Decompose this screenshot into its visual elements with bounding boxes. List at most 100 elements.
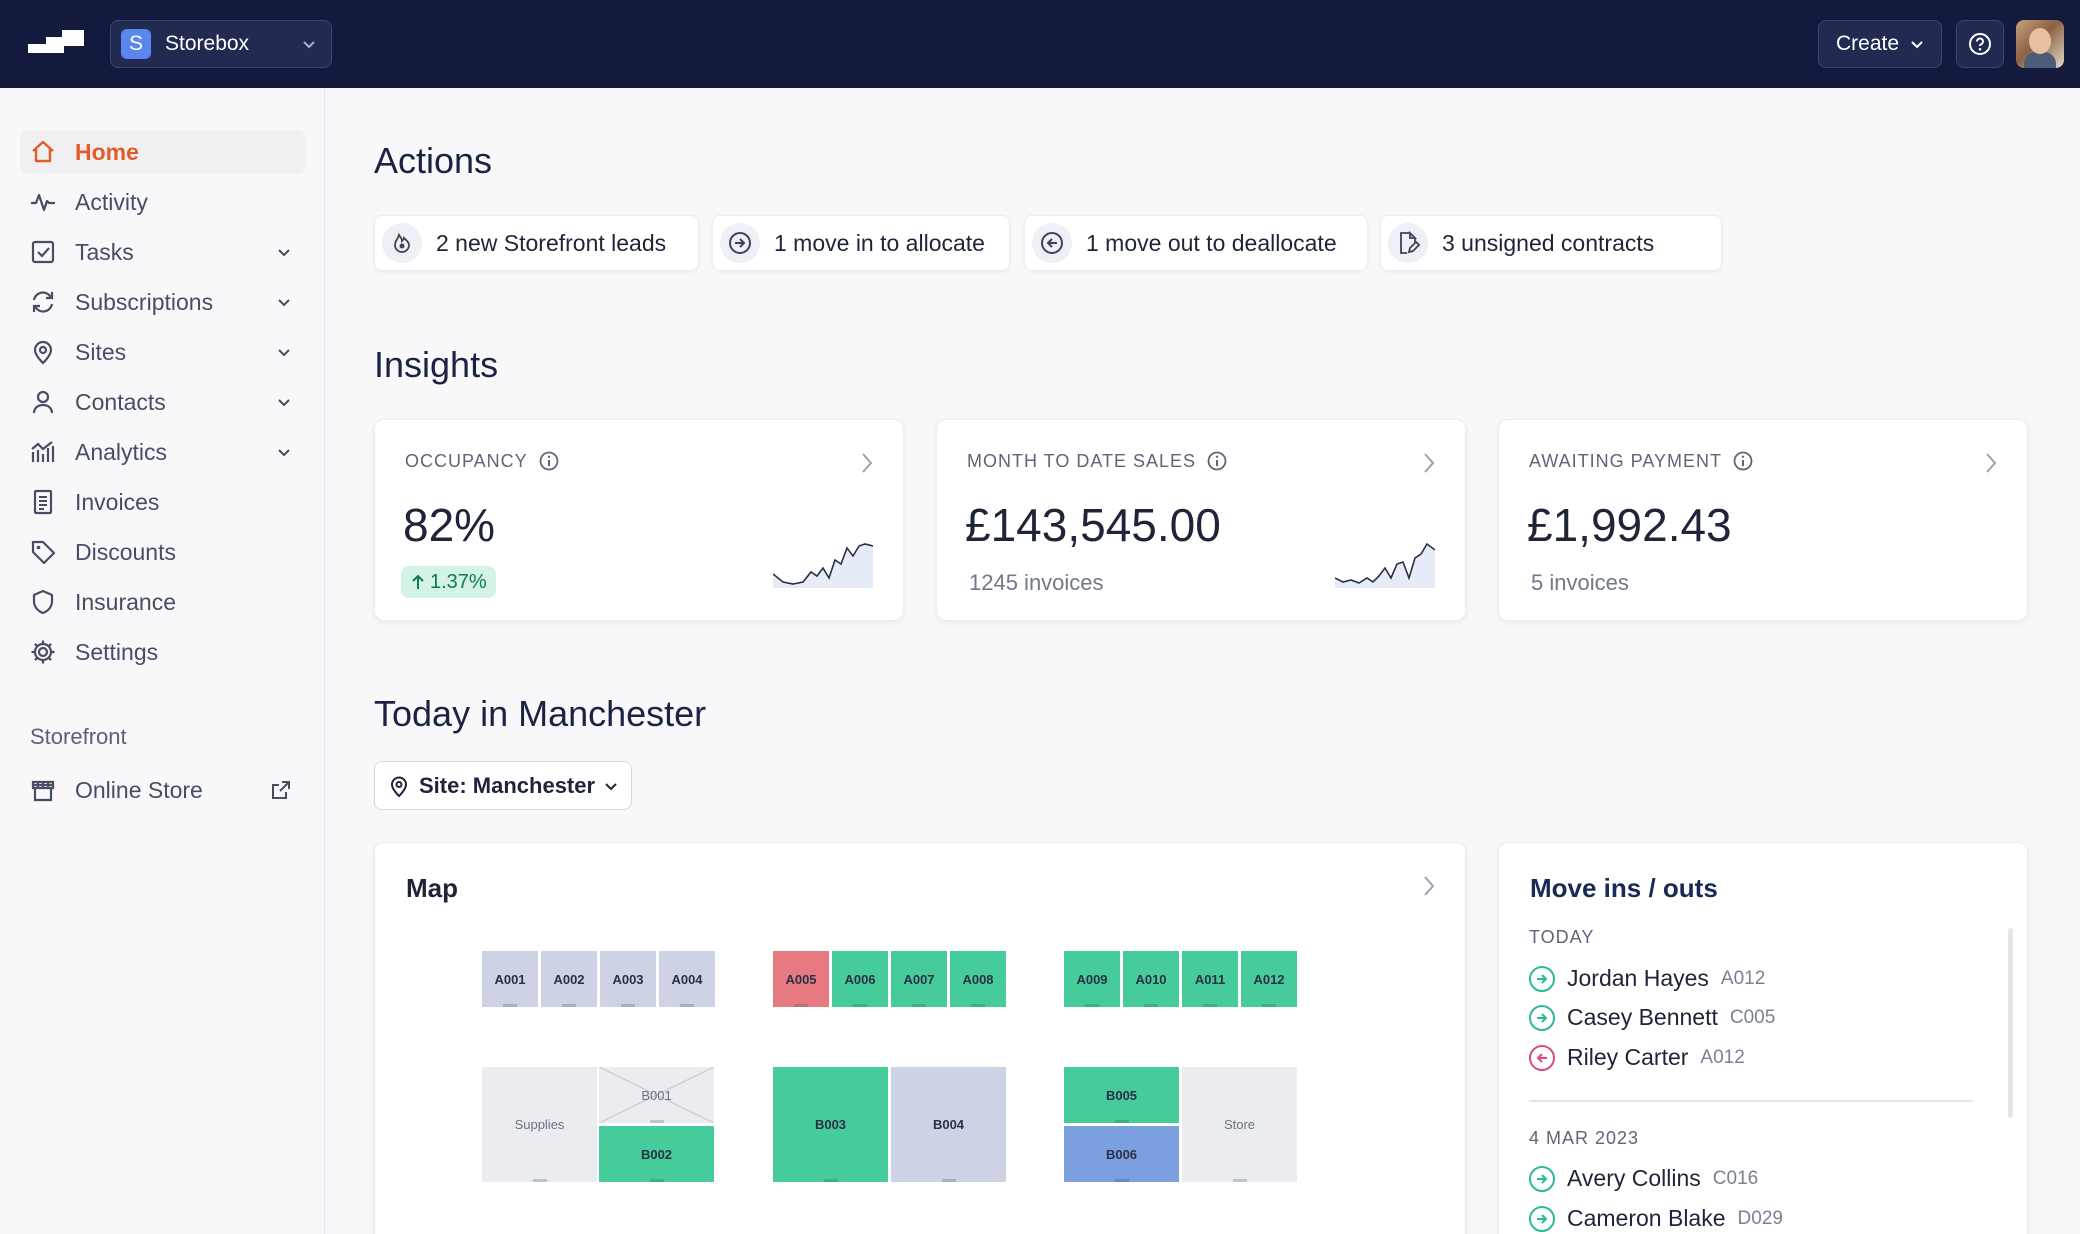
unit-B001[interactable]: B001: [599, 1067, 714, 1123]
occupancy-value: 82%: [403, 499, 496, 551]
sidebar-item-discounts[interactable]: Discounts: [20, 530, 306, 574]
action-chip-contracts[interactable]: 3 unsigned contracts: [1380, 215, 1722, 271]
occupancy-change-badge: 1.37%: [401, 566, 496, 598]
site-filter-label: Site: Manchester: [419, 772, 596, 798]
app-logo[interactable]: [28, 30, 84, 60]
move-name: Casey Bennett: [1567, 1004, 1718, 1030]
move-name: Avery Collins: [1567, 1165, 1701, 1191]
sidebar-item-analytics[interactable]: Analytics: [20, 430, 306, 474]
chevron-right-icon[interactable]: [1981, 450, 2001, 476]
info-icon[interactable]: [1206, 450, 1228, 472]
unit-label: B001: [641, 1087, 672, 1103]
chevron-down-icon: [278, 449, 290, 457]
sidebar-item-label: Sites: [75, 338, 127, 365]
move-in-icon: [1529, 1004, 1555, 1031]
awaiting-invoice-count: 5 invoices: [1531, 570, 1629, 595]
gear-icon: [28, 637, 58, 667]
sidebar-item-label: Contacts: [75, 388, 166, 415]
sales-invoice-count: 1245 invoices: [969, 570, 1104, 595]
move-name: Riley Carter: [1567, 1044, 1689, 1070]
info-icon[interactable]: [538, 450, 560, 472]
action-chip-leads[interactable]: 2 new Storefront leads: [374, 215, 699, 271]
unit-A006[interactable]: A006: [832, 951, 888, 1007]
move-row[interactable]: Casey Bennett C005: [1529, 1004, 1775, 1031]
chevron-right-icon[interactable]: [1419, 873, 1439, 899]
unit-A003[interactable]: A003: [600, 951, 656, 1007]
move-unit: C005: [1729, 1006, 1776, 1028]
scrollbar[interactable]: [2008, 928, 2013, 1118]
contract-sign-icon: [1388, 223, 1428, 263]
unit-A005[interactable]: A005: [773, 951, 829, 1007]
moves-section-heading: TODAY: [1529, 927, 1595, 947]
insights-heading: Insights: [374, 344, 499, 385]
sidebar-item-settings[interactable]: Settings: [20, 630, 306, 674]
activity-icon: [28, 187, 58, 217]
subscriptions-icon: [28, 287, 58, 317]
move-row[interactable]: Riley Carter A012: [1529, 1044, 1745, 1071]
occupancy-sparkline: [773, 543, 873, 588]
external-link-icon: [272, 781, 290, 799]
unit-supplies[interactable]: Supplies: [482, 1067, 597, 1182]
sidebar-item-subscriptions[interactable]: Subscriptions: [20, 280, 306, 324]
help-button[interactable]: [1956, 20, 2004, 68]
occupancy-label-text: OCCUPANCY: [405, 450, 528, 471]
map-pin-icon: [28, 337, 58, 367]
help-icon: [1969, 33, 1991, 55]
unit-A002[interactable]: A002: [541, 951, 597, 1007]
awaiting-payment-card[interactable]: AWAITING PAYMENT £1,992.43 5 invoices: [1498, 419, 2028, 621]
unit-A004[interactable]: A004: [659, 951, 715, 1007]
move-in-icon: [1529, 1165, 1555, 1192]
shield-icon: [28, 587, 58, 617]
actions-heading: Actions: [374, 140, 493, 181]
sidebar-item-sites[interactable]: Sites: [20, 330, 306, 374]
sidebar-item-contacts[interactable]: Contacts: [20, 380, 306, 424]
unit-A009[interactable]: A009: [1064, 951, 1120, 1007]
unit-B004[interactable]: B004: [891, 1067, 1006, 1182]
chevron-right-icon[interactable]: [857, 450, 877, 476]
unit-A011[interactable]: A011: [1182, 951, 1238, 1007]
move-name: Cameron Blake: [1567, 1205, 1726, 1231]
sidebar-item-tasks[interactable]: Tasks: [20, 230, 306, 274]
chevron-down-icon: [278, 349, 290, 357]
unit-A012[interactable]: A012: [1241, 951, 1297, 1007]
sidebar-item-activity[interactable]: Activity: [20, 180, 306, 224]
unit-A007[interactable]: A007: [891, 951, 947, 1007]
chevron-down-icon: [278, 249, 290, 257]
occupancy-label: OCCUPANCY: [405, 450, 560, 472]
unit-B003[interactable]: B003: [773, 1067, 888, 1182]
unit-A010[interactable]: A010: [1123, 951, 1179, 1007]
action-chip-move-in[interactable]: 1 move in to allocate: [712, 215, 1010, 271]
move-unit: A012: [1700, 1046, 1745, 1068]
chevron-down-icon: [278, 299, 290, 307]
action-chip-move-out[interactable]: 1 move out to deallocate: [1024, 215, 1368, 271]
sidebar-item-invoices[interactable]: Invoices: [20, 480, 306, 524]
site-filter-button[interactable]: Site: Manchester: [374, 761, 632, 810]
chip-label: 2 new Storefront leads: [436, 229, 667, 256]
sidebar-item-online-store[interactable]: Online Store: [20, 768, 306, 812]
unit-B005[interactable]: B005: [1064, 1067, 1179, 1123]
sidebar-item-home[interactable]: Home: [20, 130, 306, 174]
unit-B002[interactable]: B002: [599, 1126, 714, 1182]
sidebar-item-label: Analytics: [75, 438, 168, 465]
occupancy-card[interactable]: OCCUPANCY 82% 1.37%: [374, 419, 904, 621]
sidebar-item-label: Subscriptions: [75, 288, 214, 315]
workspace-switcher[interactable]: S Storebox: [110, 20, 332, 68]
chevron-right-icon[interactable]: [1419, 450, 1439, 476]
move-row[interactable]: Cameron Blake D029: [1529, 1205, 1783, 1232]
chevron-down-icon: [1911, 41, 1923, 49]
sidebar-item-insurance[interactable]: Insurance: [20, 580, 306, 624]
unit-A008[interactable]: A008: [950, 951, 1006, 1007]
sales-card[interactable]: MONTH TO DATE SALES £143,545.00 1245 inv…: [936, 419, 1466, 621]
move-out-icon: [1529, 1044, 1555, 1071]
chevron-down-icon: [278, 399, 290, 407]
unit-B006[interactable]: B006: [1064, 1126, 1179, 1182]
sidebar-item-label: Settings: [75, 638, 159, 665]
move-row[interactable]: Avery Collins C016: [1529, 1165, 1758, 1192]
unit-store[interactable]: Store: [1182, 1067, 1297, 1182]
move-row[interactable]: Jordan Hayes A012: [1529, 965, 1765, 992]
user-avatar[interactable]: [2016, 20, 2064, 68]
info-icon[interactable]: [1732, 450, 1754, 472]
create-button[interactable]: Create: [1818, 20, 1942, 68]
unit-A001[interactable]: A001: [482, 951, 538, 1007]
sidebar-item-label: Invoices: [75, 488, 160, 515]
